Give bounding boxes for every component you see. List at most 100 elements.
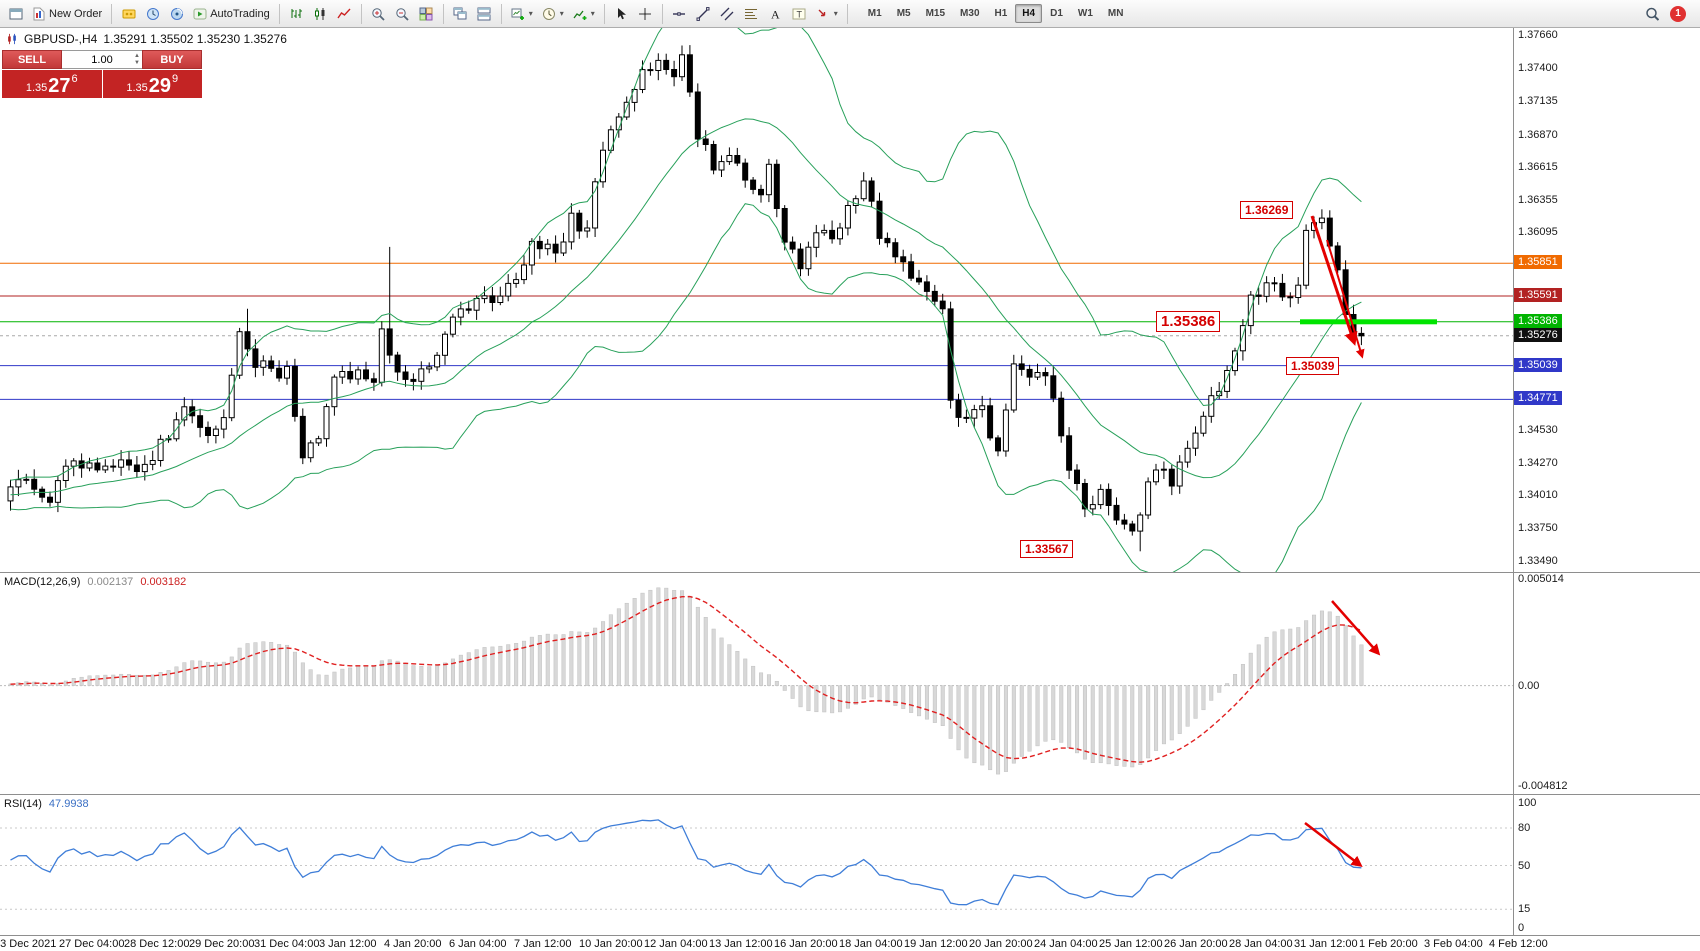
timeframe-w1[interactable]: W1 <box>1077 8 1093 19</box>
new-chart-icon[interactable]: ▾ <box>507 3 537 25</box>
buy-button[interactable]: BUY <box>142 50 202 69</box>
label-icon[interactable]: T <box>788 3 811 25</box>
time-axis-label: 16 Jan 20:00 <box>774 938 838 950</box>
volume-up-icon[interactable]: ▲ <box>134 53 140 59</box>
time-axis-label: 3 Jan 12:00 <box>319 938 377 950</box>
price-tag: 1.35591 <box>1514 288 1562 302</box>
fibonacci-icon[interactable] <box>740 3 763 25</box>
timeframe-m1[interactable]: M1 <box>867 8 882 19</box>
expert-advisors-icon[interactable] <box>117 3 140 25</box>
time-axis-label: 4 Feb 12:00 <box>1489 938 1548 950</box>
time-axis-label: 26 Jan 20:00 <box>1164 938 1228 950</box>
trendline-icon[interactable] <box>692 3 715 25</box>
toolbar-separator <box>846 3 848 24</box>
line-chart-icon[interactable] <box>333 3 356 25</box>
indicators-icon[interactable]: ▾ <box>569 3 599 25</box>
timeframe-m5[interactable]: M5 <box>896 8 911 19</box>
chart-canvas[interactable] <box>0 28 1513 572</box>
axis-divider <box>1513 28 1514 935</box>
time-axis[interactable]: 23 Dec 2021 27 Dec 04:00 28 Dec 12:00 29 De… <box>0 935 1700 951</box>
chart-title: GBPUSD-,H4 1.35291 1.35502 1.35230 1.352… <box>6 32 287 46</box>
time-axis-label: 20 Jan 20:00 <box>969 938 1033 950</box>
text-icon[interactable]: A <box>764 3 787 25</box>
price-tag: 1.34771 <box>1514 391 1562 405</box>
timeframe-h1[interactable]: H1 <box>994 8 1008 19</box>
tile-windows-icon[interactable] <box>415 3 438 25</box>
macd-label: MACD(12,26,9) <box>4 576 81 588</box>
timeframe-h4[interactable]: H4 <box>1015 4 1043 23</box>
toolbar-separator <box>111 3 113 24</box>
time-axis-label: 1 Feb 20:00 <box>1359 938 1418 950</box>
time-axis-label: 24 Jan 04:00 <box>1034 938 1098 950</box>
cursor-icon[interactable] <box>610 3 633 25</box>
search-icon[interactable] <box>1640 3 1663 25</box>
timeframe-mn[interactable]: MN <box>1107 8 1124 19</box>
buy-price[interactable]: 1.35 29 9 <box>102 70 202 98</box>
autotrading-button[interactable]: AutoTrading <box>189 3 274 25</box>
sell-price[interactable]: 1.35 27 6 <box>2 70 102 98</box>
price-axis-label: 1.36095 <box>1518 226 1558 238</box>
toolbar-separator <box>278 3 280 24</box>
volume-input[interactable]: 1.00 ▲ ▼ <box>62 50 142 69</box>
toolbar: New Order AutoTrading ▾ ▾ ▾ A T ▾ M1 M5 M15 M30 H1 H4… <box>0 0 1700 28</box>
sell-price-sup: 6 <box>71 73 78 85</box>
rsi-label-row: RSI(14) 47.9938 <box>4 798 89 810</box>
volume-spinner[interactable]: ▲ ▼ <box>134 53 140 67</box>
sell-price-prefix: 1.35 <box>25 82 48 94</box>
timeframe-m15[interactable]: M15 <box>925 8 946 19</box>
annotation-low-price[interactable]: 1.33567 <box>1020 540 1074 558</box>
annotation-high-price[interactable]: 1.36269 <box>1240 201 1294 219</box>
price-axis-label: 1.34530 <box>1518 424 1558 436</box>
zoom-in-icon[interactable] <box>367 3 390 25</box>
cascade-windows-icon[interactable] <box>449 3 472 25</box>
new-order-button[interactable]: New Order <box>28 3 106 25</box>
rsi-axis-label: 80 <box>1518 822 1531 834</box>
terminal-icon[interactable] <box>4 3 27 25</box>
arrange-windows-icon[interactable] <box>473 3 496 25</box>
volume-value: 1.00 <box>91 53 113 66</box>
rsi-canvas[interactable] <box>0 795 1513 935</box>
timeframe-m30[interactable]: M30 <box>960 8 980 19</box>
new-order-button-label: New Order <box>49 7 103 20</box>
channel-icon[interactable] <box>716 3 739 25</box>
annotation-support-price[interactable]: 1.35039 <box>1286 357 1340 375</box>
market-watch-icon[interactable] <box>141 3 164 25</box>
time-axis-label: 4 Jan 20:00 <box>384 938 442 950</box>
price-axis-label: 1.36870 <box>1518 129 1558 141</box>
hline-icon[interactable] <box>668 3 691 25</box>
symbol-icon <box>8 33 16 45</box>
rsi-axis-label: 0 <box>1518 922 1525 934</box>
time-axis-label: 10 Jan 20:00 <box>579 938 643 950</box>
time-axis-label: 7 Jan 12:00 <box>514 938 572 950</box>
toolbar-separator <box>500 3 502 24</box>
annotation-level-price[interactable]: 1.35386 <box>1156 311 1221 332</box>
ohlc-values: 1.35291 1.35502 1.35230 1.35276 <box>103 32 287 46</box>
crosshair-icon[interactable] <box>634 3 657 25</box>
navigator-icon[interactable] <box>165 3 188 25</box>
notification-badge[interactable]: 1 <box>1670 5 1686 22</box>
candlestick-chart-icon[interactable] <box>309 3 332 25</box>
volume-down-icon[interactable]: ▼ <box>134 60 140 66</box>
price-axis-label: 1.34010 <box>1518 489 1558 501</box>
time-axis-label: 19 Jan 12:00 <box>904 938 968 950</box>
zoom-out-icon[interactable] <box>391 3 414 25</box>
symbol-period-label: GBPUSD-,H4 <box>24 32 98 46</box>
price-axis-label: 1.33750 <box>1518 522 1558 534</box>
time-axis-label: 28 Jan 04:00 <box>1229 938 1293 950</box>
sell-button[interactable]: SELL <box>2 50 62 69</box>
one-click-trading-panel: SELL 1.00 ▲ ▼ BUY 1.35 27 6 1.35 29 9 <box>2 50 202 98</box>
time-axis-label: 29 Dec 20:00 <box>189 938 255 950</box>
bar-chart-icon[interactable] <box>285 3 308 25</box>
arrow-object-icon[interactable]: ▾ <box>812 3 842 25</box>
timeframe-d1[interactable]: D1 <box>1050 8 1063 19</box>
macd-panel: MACD(12,26,9) 0.002137 0.003182 0.005014… <box>0 572 1700 794</box>
time-axis-label: 18 Jan 04:00 <box>839 938 903 950</box>
price-axis-label: 1.37135 <box>1518 95 1558 107</box>
time-axis-label: 27 Dec 04:00 <box>59 938 125 950</box>
macd-axis-label: -0.004812 <box>1518 780 1568 792</box>
macd-canvas[interactable] <box>0 573 1513 794</box>
time-axis-label: 12 Jan 04:00 <box>644 938 708 950</box>
period-icon[interactable]: ▾ <box>538 3 568 25</box>
rsi-axis-label: 100 <box>1518 797 1537 809</box>
macd-value-signal: 0.003182 <box>140 576 187 588</box>
